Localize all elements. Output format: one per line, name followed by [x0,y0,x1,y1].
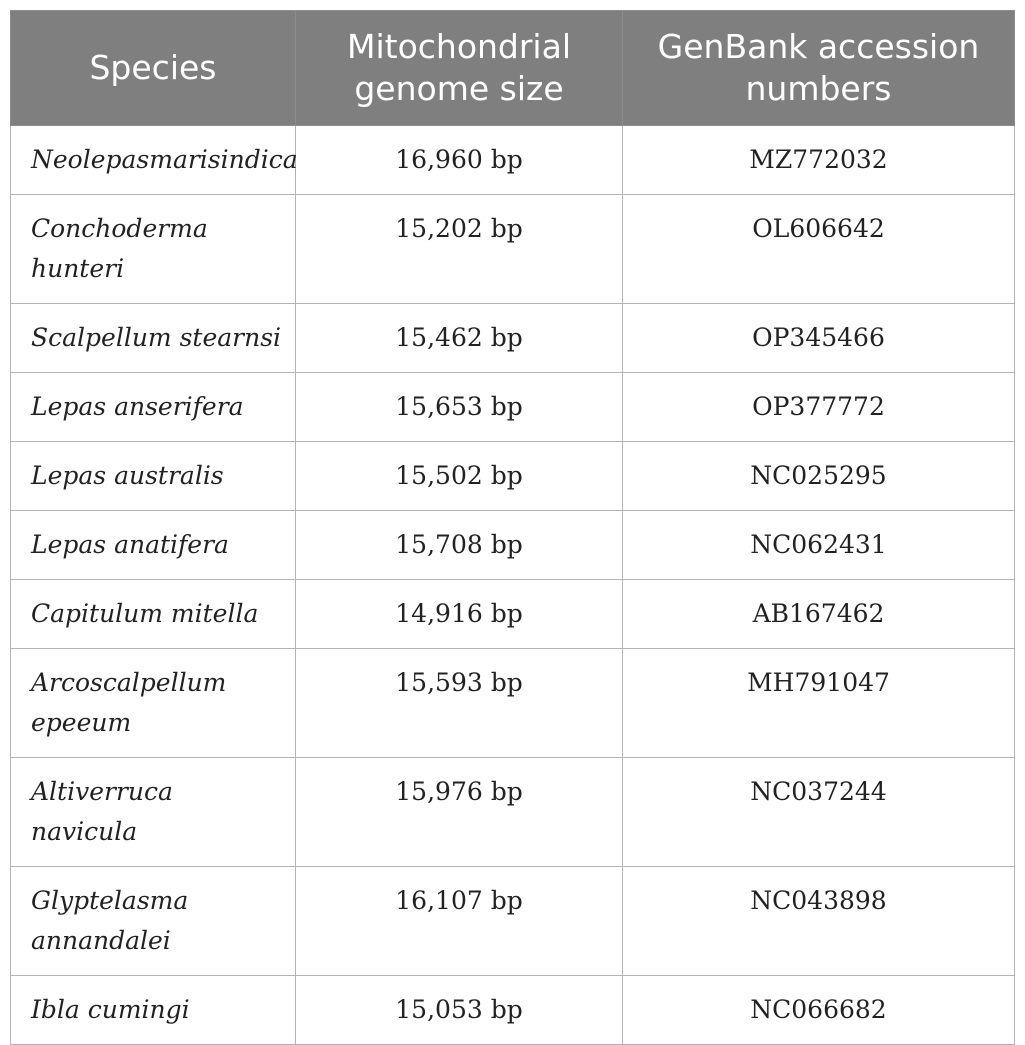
genome-size-cell: 15,502 bp [295,441,623,511]
species-cell: Altiverruca navicula [10,757,296,867]
table-row: Altiverruca navicula 15,976 bp NC037244 [10,757,1015,867]
genome-size-cell: 15,593 bp [295,648,623,758]
accession-cell: OP377772 [622,372,1015,442]
table-row: Lepas anatifera 15,708 bp NC062431 [10,510,1015,580]
genome-size-cell: 15,053 bp [295,975,623,1045]
species-cell: Conchoderma hunteri [10,194,296,304]
table-row: Ibla cumingi 15,053 bp NC066682 [10,975,1015,1045]
table-row: Neolepasmarisindica 16,960 bp MZ772032 [10,125,1015,195]
accession-cell: NC066682 [622,975,1015,1045]
table-row: Conchoderma hunteri 15,202 bp OL606642 [10,194,1015,304]
species-cell: Capitulum mitella [10,579,296,649]
accession-cell: NC025295 [622,441,1015,511]
table-row: Lepas anserifera 15,653 bp OP377772 [10,372,1015,442]
accession-cell: NC043898 [622,866,1015,976]
genome-size-cell: 15,202 bp [295,194,623,304]
table-row: Glyptelasma annandalei 16,107 bp NC04389… [10,866,1015,976]
accession-cell: OL606642 [622,194,1015,304]
accession-cell: MH791047 [622,648,1015,758]
accession-cell: OP345466 [622,303,1015,373]
accession-cell: NC037244 [622,757,1015,867]
accession-cell: MZ772032 [622,125,1015,195]
species-cell: Lepas anserifera [10,372,296,442]
genome-size-cell: 14,916 bp [295,579,623,649]
column-header-species: Species [10,10,296,126]
genome-size-cell: 15,976 bp [295,757,623,867]
genome-size-cell: 15,653 bp [295,372,623,442]
species-cell: Arcoscalpellum epeeum [10,648,296,758]
table-row: Lepas australis 15,502 bp NC025295 [10,441,1015,511]
species-cell: Neolepasmarisindica [10,125,298,195]
accession-cell: AB167462 [622,579,1015,649]
genome-size-cell: 16,960 bp [295,125,623,195]
species-cell: Scalpellum stearnsi [10,303,296,373]
table-row: Capitulum mitella 14,916 bp AB167462 [10,579,1015,649]
genome-size-cell: 15,708 bp [295,510,623,580]
species-cell: Ibla cumingi [10,975,296,1045]
table-header-row: Species Mitochondrial genome size GenBan… [10,10,1015,126]
table-row: Scalpellum stearnsi 15,462 bp OP345466 [10,303,1015,373]
species-cell: Lepas anatifera [10,510,296,580]
species-cell: Glyptelasma annandalei [10,866,296,976]
accession-cell: NC062431 [622,510,1015,580]
column-header-accession: GenBank accession numbers [622,10,1015,126]
table-row: Arcoscalpellum epeeum 15,593 bp MH791047 [10,648,1015,758]
genome-size-cell: 15,462 bp [295,303,623,373]
column-header-genome-size: Mitochondrial genome size [295,10,623,126]
species-cell: Lepas australis [10,441,296,511]
genome-size-cell: 16,107 bp [295,866,623,976]
mitochondrial-genome-table: Species Mitochondrial genome size GenBan… [10,10,1015,1045]
